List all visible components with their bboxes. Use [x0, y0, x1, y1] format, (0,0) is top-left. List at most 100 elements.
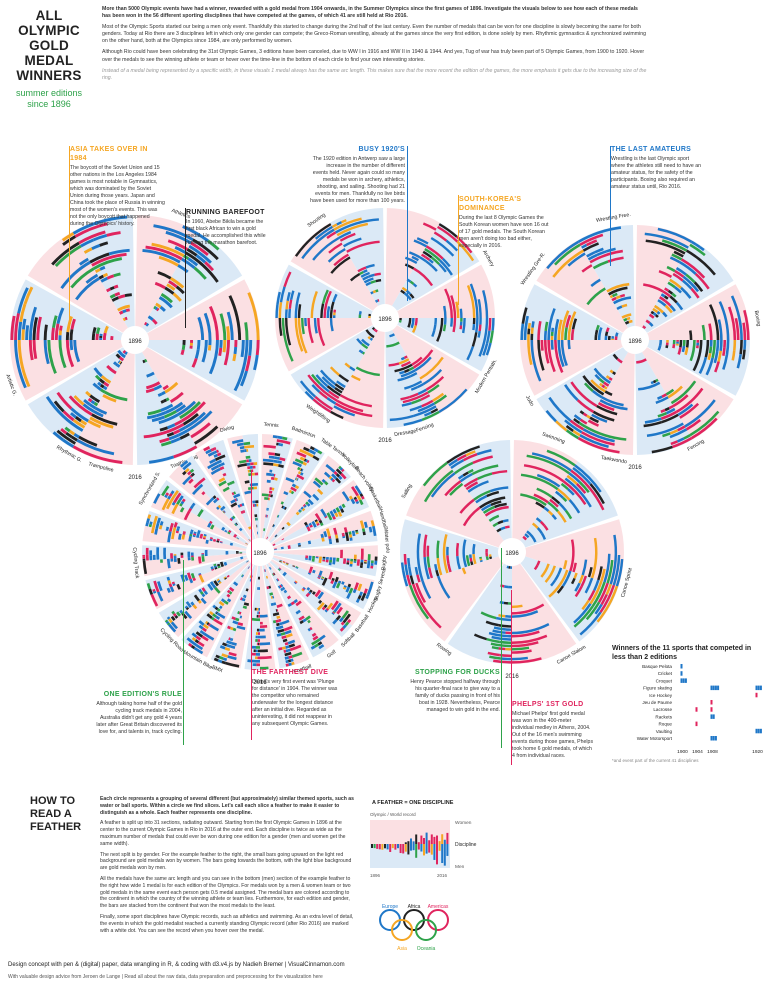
medal-bar-women[interactable]	[536, 473, 561, 488]
medal-bar-men[interactable]	[256, 517, 258, 521]
medal-bar-men[interactable]	[269, 487, 273, 491]
medal-bar-men[interactable]	[161, 390, 166, 396]
medal-bar-men[interactable]	[612, 353, 619, 360]
medal-bar-men[interactable]	[410, 386, 418, 391]
medal-bar-men[interactable]	[605, 375, 610, 380]
medal-bar-men[interactable]	[228, 637, 231, 641]
medal-bar-men[interactable]	[272, 572, 275, 576]
medal-bar-men[interactable]	[300, 506, 304, 510]
medal-bar-men[interactable]	[43, 324, 48, 340]
medal-bar-women[interactable]	[266, 479, 271, 483]
medal-bar-men[interactable]	[244, 449, 247, 453]
medal-bar-men[interactable]	[657, 299, 667, 307]
medal-bar-men[interactable]	[278, 464, 284, 468]
medal-bar-women[interactable]	[701, 324, 706, 340]
medal-bar-men[interactable]	[238, 611, 242, 615]
medal-bar-men[interactable]	[690, 287, 700, 299]
medal-bar-men[interactable]	[330, 301, 335, 311]
discipline-label[interactable]: Cycling Track	[131, 547, 140, 579]
medal-bar-men[interactable]	[488, 514, 500, 522]
medal-bar-men[interactable]	[308, 591, 312, 595]
medal-bar-women[interactable]	[222, 486, 230, 493]
medal-bar-men[interactable]	[184, 467, 190, 473]
medal-bar-men[interactable]	[92, 382, 98, 388]
medal-bar-men[interactable]	[491, 469, 508, 475]
medal-bar-men[interactable]	[21, 329, 25, 340]
medal-bar-men[interactable]	[336, 380, 346, 388]
medal-bar-women[interactable]	[469, 283, 479, 318]
medal-bar-men[interactable]	[339, 232, 356, 242]
medal-bar-men[interactable]	[550, 331, 554, 336]
medal-bar-women[interactable]	[284, 629, 292, 635]
medal-bar-men[interactable]	[370, 560, 374, 564]
medal-bar-men[interactable]	[152, 554, 156, 558]
medal-bar-men[interactable]	[184, 574, 189, 582]
medal-bar-men[interactable]	[83, 247, 93, 254]
medal-bar-men[interactable]	[118, 310, 124, 315]
medal-bar-men[interactable]	[106, 365, 117, 375]
medal-bar-men[interactable]	[83, 398, 91, 406]
medal-bar-men[interactable]	[234, 617, 240, 622]
medal-bar-women[interactable]	[192, 577, 197, 582]
medal-bar-men[interactable]	[285, 645, 290, 649]
medal-bar-men[interactable]	[472, 318, 476, 325]
medal-bar-men[interactable]	[295, 477, 298, 481]
medal-bar-men[interactable]	[255, 652, 260, 656]
medal-bar-men[interactable]	[485, 620, 500, 627]
medal-bar-men[interactable]	[142, 359, 146, 364]
medal-bar-men[interactable]	[149, 550, 153, 556]
medal-bar-women[interactable]	[530, 340, 542, 382]
medal-bar-men[interactable]	[281, 547, 284, 550]
medal-bar-women[interactable]	[353, 554, 357, 560]
medal-bar-men[interactable]	[536, 560, 541, 566]
medal-bar-women[interactable]	[156, 591, 164, 602]
medal-bar-men[interactable]	[247, 466, 251, 470]
medal-bar-men[interactable]	[612, 371, 617, 376]
medal-bar-men[interactable]	[239, 370, 248, 387]
medal-bar-men[interactable]	[228, 591, 233, 595]
medal-bar-men[interactable]	[270, 602, 274, 607]
medal-bar-women[interactable]	[743, 309, 750, 340]
medal-bar-men[interactable]	[355, 532, 359, 535]
medal-bar-women[interactable]	[295, 600, 302, 607]
medal-bar-men[interactable]	[365, 281, 372, 287]
medal-bar-men[interactable]	[281, 436, 288, 441]
medal-bar-women[interactable]	[184, 411, 206, 429]
medal-bar-men[interactable]	[565, 314, 572, 328]
medal-bar-men[interactable]	[312, 555, 316, 560]
medal-bar-men[interactable]	[229, 637, 232, 641]
medal-bar-men[interactable]	[282, 561, 286, 563]
medal-bar-men[interactable]	[268, 497, 271, 501]
medal-bar-men[interactable]	[65, 331, 70, 340]
medal-bar-men[interactable]	[421, 253, 427, 259]
medal-bar-men[interactable]	[661, 393, 668, 398]
medal-bar-men[interactable]	[368, 315, 371, 318]
medal-bar-men[interactable]	[389, 333, 395, 338]
medal-bar-men[interactable]	[579, 611, 602, 636]
medal-bar-men[interactable]	[311, 638, 321, 646]
medal-bar-men[interactable]	[174, 615, 179, 619]
medal-bar-men[interactable]	[605, 583, 612, 596]
medal-bar-men[interactable]	[320, 522, 324, 527]
medal-bar-men[interactable]	[207, 623, 211, 627]
medal-bar-men[interactable]	[711, 340, 716, 359]
medal-bar-men[interactable]	[364, 559, 367, 562]
medal-bar-men[interactable]	[190, 644, 196, 650]
medal-bar-men[interactable]	[204, 620, 209, 625]
medal-bar-men[interactable]	[179, 503, 183, 507]
medal-bar-men[interactable]	[425, 260, 433, 267]
medal-bar-men[interactable]	[156, 411, 167, 418]
medal-bar-men[interactable]	[214, 611, 218, 614]
medal-bar-men[interactable]	[113, 284, 119, 289]
medal-bar-men[interactable]	[332, 611, 335, 615]
medal-bar-men[interactable]	[567, 311, 577, 340]
medal-bar-women[interactable]	[307, 318, 314, 344]
medal-bar-men[interactable]	[555, 490, 561, 496]
medal-bar-men[interactable]	[264, 569, 266, 572]
medal-bar-men[interactable]	[246, 560, 249, 563]
medal-bar-men[interactable]	[277, 568, 281, 572]
medal-bar-men[interactable]	[682, 279, 693, 290]
